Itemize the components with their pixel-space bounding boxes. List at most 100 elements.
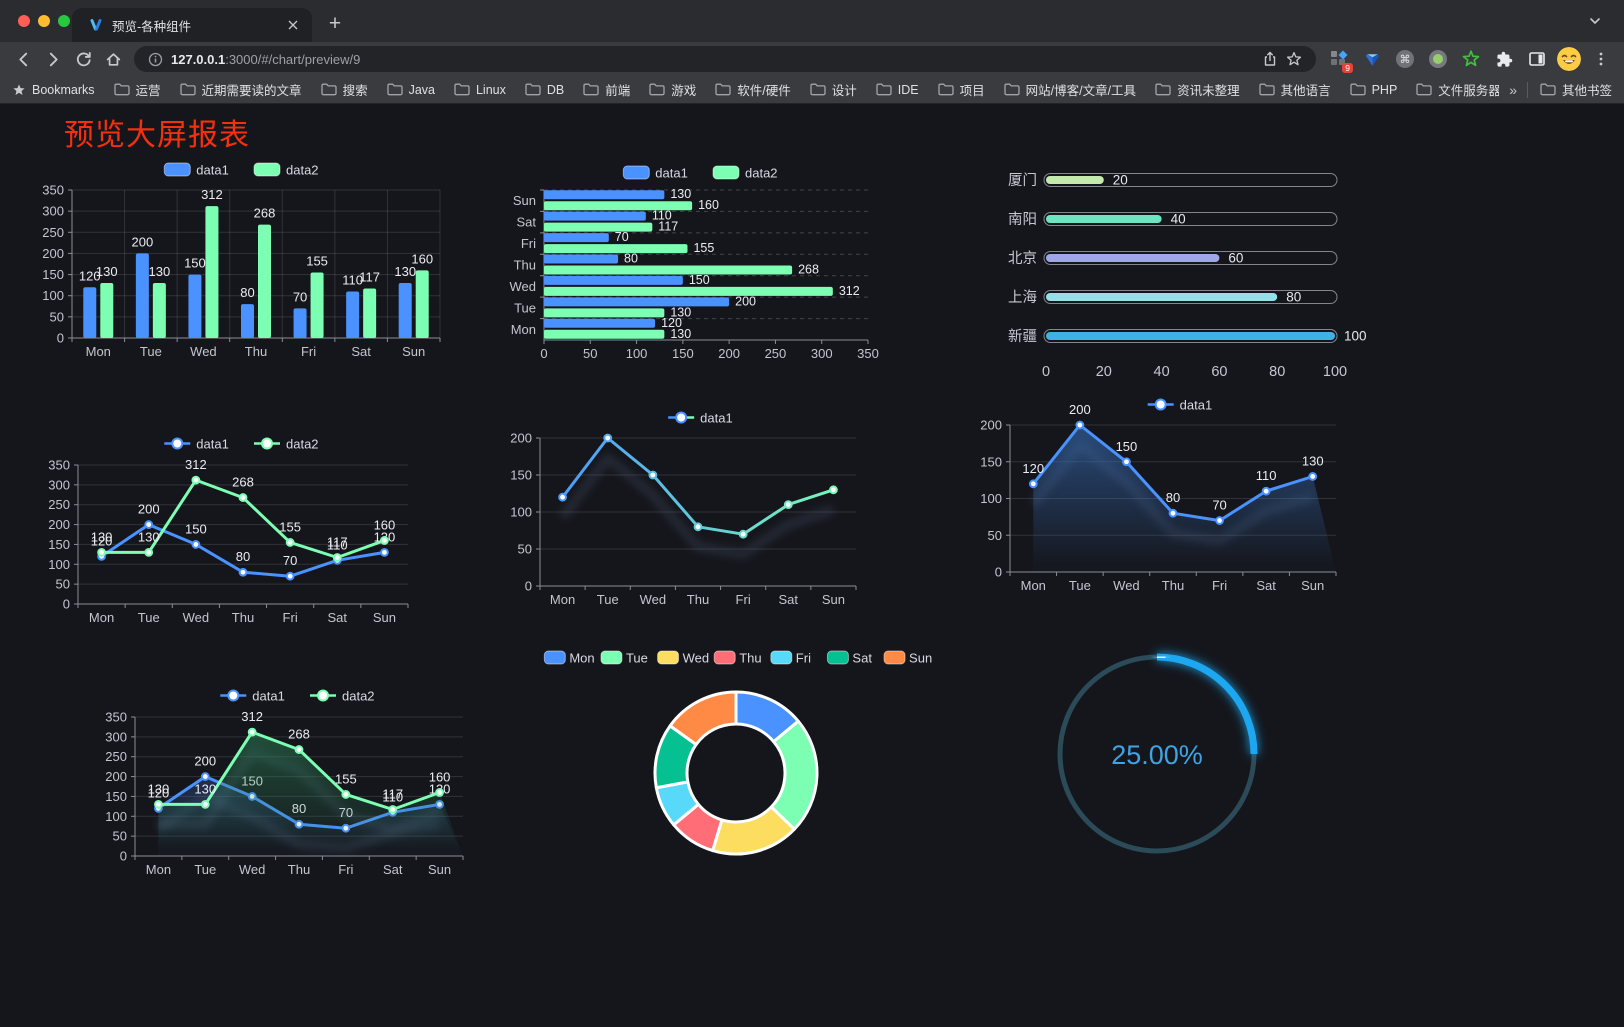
forward-button[interactable] <box>38 45 68 73</box>
svg-text:350: 350 <box>105 710 127 725</box>
pie-slice-Sun[interactable] <box>668 690 738 746</box>
legend-item-data1[interactable]: data1 <box>622 165 688 181</box>
bookmark-folder[interactable]: 网站/博客/文章/工具 <box>1003 80 1136 99</box>
svg-text:70: 70 <box>293 289 307 304</box>
bookmark-folder[interactable]: 近期需要读的文章 <box>179 80 302 99</box>
bookmark-folder[interactable]: Linux <box>454 83 506 97</box>
profile-avatar[interactable] <box>1557 47 1581 71</box>
legend-item-Mon[interactable]: Mon <box>543 650 595 666</box>
reload-button[interactable] <box>68 45 98 73</box>
tab-overflow-chevron-icon[interactable] <box>1588 14 1602 33</box>
bookmark-star-icon[interactable] <box>1282 47 1306 71</box>
svg-text:150: 150 <box>689 273 710 287</box>
svg-text:50: 50 <box>56 577 70 592</box>
fullscreen-window-button[interactable] <box>58 15 70 27</box>
folder-icon <box>1349 83 1366 96</box>
hbar-data2-Sat <box>544 222 653 232</box>
bookmarks-root[interactable]: Bookmarks <box>12 83 95 97</box>
folder-icon <box>386 83 403 96</box>
legend-item-data2[interactable]: data2 <box>310 689 375 704</box>
city-progress-bars-chart: 厦门 20 南阳 40 北京 60 上海 80 新疆 100 0 20 40 60 80 100 <box>985 160 1385 392</box>
bookmark-folder[interactable]: DB <box>525 83 564 97</box>
svg-text:data2: data2 <box>342 689 375 704</box>
svg-text:300: 300 <box>105 729 127 744</box>
bookmark-folder[interactable]: PHP <box>1349 83 1397 97</box>
bookmark-folder[interactable]: 其他语言 <box>1258 80 1331 99</box>
c4-svg: data1 data2 0 50 100 150 200 250 300 350 Mon Tue Wed… <box>48 437 409 625</box>
legend-item-Tue[interactable]: Tue <box>600 650 648 666</box>
bookmark-folder[interactable]: 设计 <box>810 80 857 99</box>
legend-item-data1[interactable]: data1 <box>1147 398 1213 413</box>
bookmark-folder[interactable]: 前端 <box>583 80 630 99</box>
legend-item-Fri[interactable]: Fri <box>770 650 811 666</box>
legend-item-data2[interactable]: data2 <box>712 165 778 181</box>
bookmarks-bar: Bookmarks 运营 近期需要读的文章 搜索 Java Linux DB 前端 游戏 软件/… <box>0 76 1624 104</box>
legend-item-data1[interactable]: data1 <box>220 689 285 704</box>
bookmark-folder[interactable]: Java <box>386 83 435 97</box>
gem-extension-icon[interactable] <box>1359 46 1385 72</box>
legend-item-Sun[interactable]: Sun <box>883 650 932 666</box>
svg-text:130: 130 <box>194 781 216 796</box>
folder-icon <box>454 83 470 96</box>
browser-tab[interactable]: 预览-各种组件 <box>72 8 312 42</box>
svg-text:250: 250 <box>105 749 127 764</box>
svg-text:Fri: Fri <box>338 862 353 877</box>
side-panel-icon[interactable] <box>1524 46 1550 72</box>
svg-text:200: 200 <box>138 502 160 517</box>
c8-svg: Mon Tue Wed Thu Fri Sat Sun <box>543 650 932 856</box>
legend-item-data1[interactable]: data1 <box>164 437 229 452</box>
svg-text:Sun: Sun <box>373 610 396 625</box>
bookmark-folder[interactable]: 资讯未整理 <box>1155 80 1240 99</box>
home-button[interactable] <box>98 45 128 73</box>
site-info-icon[interactable] <box>148 52 163 67</box>
back-button[interactable] <box>8 45 38 73</box>
bookmark-folder[interactable]: IDE <box>876 83 919 97</box>
progress-row-新疆: 新疆 100 <box>1008 328 1367 345</box>
bookmark-folder[interactable]: 搜索 <box>320 80 368 99</box>
svg-text:Fri: Fri <box>1212 578 1227 593</box>
legend-item-Wed[interactable]: Wed <box>657 650 710 666</box>
extension-squares-icon[interactable]: 9 <box>1326 46 1353 73</box>
bookmark-folder[interactable]: 游戏 <box>649 80 696 99</box>
svg-text:130: 130 <box>670 305 691 319</box>
bookmark-folder[interactable]: 项目 <box>937 80 985 99</box>
legend-item-data2[interactable]: data2 <box>254 437 319 452</box>
browser-menu-kebab-icon[interactable] <box>1588 46 1614 72</box>
folder-icon <box>649 83 665 96</box>
bookmark-folder-label: 项目 <box>959 84 985 98</box>
svg-text:150: 150 <box>105 789 127 804</box>
other-bookmarks-folder[interactable]: 其他书签 <box>1540 80 1612 99</box>
green-dot-extension-icon[interactable] <box>1425 46 1451 72</box>
address-bar[interactable]: 127.0.0.1:3000/#/chart/preview/9 <box>134 46 1316 72</box>
svg-text:100: 100 <box>48 557 70 572</box>
svg-text:155: 155 <box>693 241 714 255</box>
tab-close-icon[interactable] <box>284 16 302 34</box>
series-data1 <box>558 433 838 539</box>
close-window-button[interactable] <box>18 15 30 27</box>
svg-text:120: 120 <box>1022 461 1044 476</box>
bookmark-folder[interactable]: 运营 <box>113 80 161 99</box>
legend-item-data2[interactable]: data2 <box>253 162 319 178</box>
bookmarks-overflow-button[interactable]: » <box>1509 81 1517 98</box>
series-data2: 130 130 312 268 155 117 160 <box>96 187 433 338</box>
minimize-window-button[interactable] <box>38 15 50 27</box>
svg-text:Tue: Tue <box>514 300 536 315</box>
legend-item-Sat[interactable]: Sat <box>826 650 872 666</box>
extensions-puzzle-icon[interactable] <box>1491 46 1517 72</box>
svg-text:312: 312 <box>201 187 223 202</box>
svg-text:200: 200 <box>42 246 64 261</box>
share-icon[interactable] <box>1258 47 1282 71</box>
legend-item-data1[interactable]: data1 <box>163 162 229 178</box>
legend-item-data1[interactable]: data1 <box>668 411 733 426</box>
bookmark-folder[interactable]: 文件服务器 <box>1416 80 1499 99</box>
bookmark-folder[interactable]: 软件/硬件 <box>715 80 791 99</box>
svg-text:北京: 北京 <box>1008 250 1037 267</box>
green-star-extension-icon[interactable] <box>1458 46 1484 72</box>
svg-text:上海: 上海 <box>1008 289 1037 306</box>
svg-text:120: 120 <box>148 785 170 800</box>
svg-text:Thu: Thu <box>687 592 709 607</box>
new-tab-button[interactable]: + <box>328 12 342 35</box>
legend-item-Thu[interactable]: Thu <box>713 650 762 666</box>
command-extension-icon[interactable]: ⌘ <box>1392 46 1418 72</box>
svg-text:南阳: 南阳 <box>1008 211 1037 228</box>
